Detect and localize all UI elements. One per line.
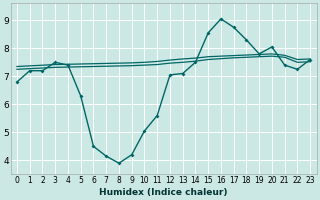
X-axis label: Humidex (Indice chaleur): Humidex (Indice chaleur) xyxy=(99,188,228,197)
